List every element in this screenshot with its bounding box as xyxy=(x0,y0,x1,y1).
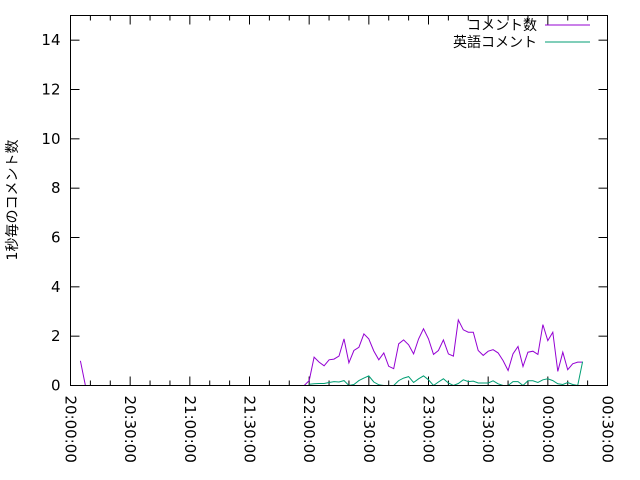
y-tick-label: 8 xyxy=(51,179,61,197)
legend-label: 英語コメント xyxy=(453,34,537,51)
series-lines xyxy=(79,318,584,387)
x-tick-label: 22:30:00 xyxy=(360,396,378,463)
x-tick-labels: 20:00:00 20:30:00 21:00:00 21:30:00 22:00:00… xyxy=(62,396,617,463)
x-tick-label: 20:30:00 xyxy=(121,396,139,463)
y-axis-label: 1秒毎のコメント数 xyxy=(5,140,21,261)
y-tick-label: 10 xyxy=(41,130,60,148)
series-line-0 xyxy=(79,318,583,386)
x-tick-label: 23:30:00 xyxy=(479,396,497,463)
y-tick-label: 4 xyxy=(51,278,61,296)
legend-label: コメント数 xyxy=(467,18,537,34)
x-tick-label: 21:30:00 xyxy=(241,396,259,463)
x-tick-label: 20:00:00 xyxy=(62,396,80,463)
y-tick-labels: 0 2 4 6 8 10 12 14 xyxy=(41,31,60,394)
x-tick-label: 00:00:00 xyxy=(539,396,557,463)
plot-border xyxy=(70,15,608,386)
y-tick-label: 14 xyxy=(41,31,60,49)
x-tick-label: 21:00:00 xyxy=(181,396,199,463)
y-tick-label: 12 xyxy=(41,81,60,99)
y-tick-label: 2 xyxy=(51,327,61,345)
series-line-1 xyxy=(309,361,584,387)
x-tick-label: 00:30:00 xyxy=(599,396,617,463)
y-tick-label: 6 xyxy=(51,229,61,247)
axis-ticks xyxy=(70,15,608,386)
x-tick-label: 22:00:00 xyxy=(300,396,318,463)
x-tick-label: 23:00:00 xyxy=(420,396,438,463)
y-tick-label: 0 xyxy=(51,377,61,395)
